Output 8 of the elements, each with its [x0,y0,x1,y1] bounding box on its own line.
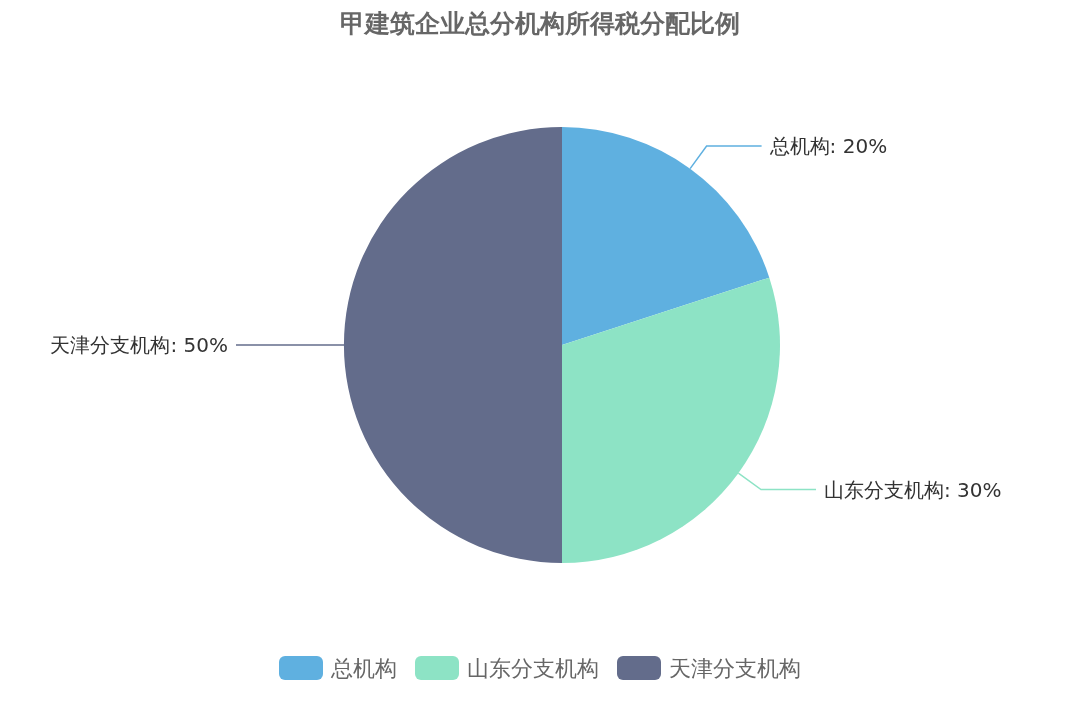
data-label: 天津分支机构: 50% [50,333,228,357]
legend-label: 山东分支机构 [467,655,599,681]
chart-title: 甲建筑企业总分机构所得税分配比例 [340,9,740,38]
data-label: 山东分支机构: 30% [824,477,1002,502]
data-label: 总机构: 20% [768,133,888,158]
pie-slice [562,127,770,345]
legend-label: 总机构 [330,655,397,681]
legend-label: 天津分支机构 [669,655,801,681]
